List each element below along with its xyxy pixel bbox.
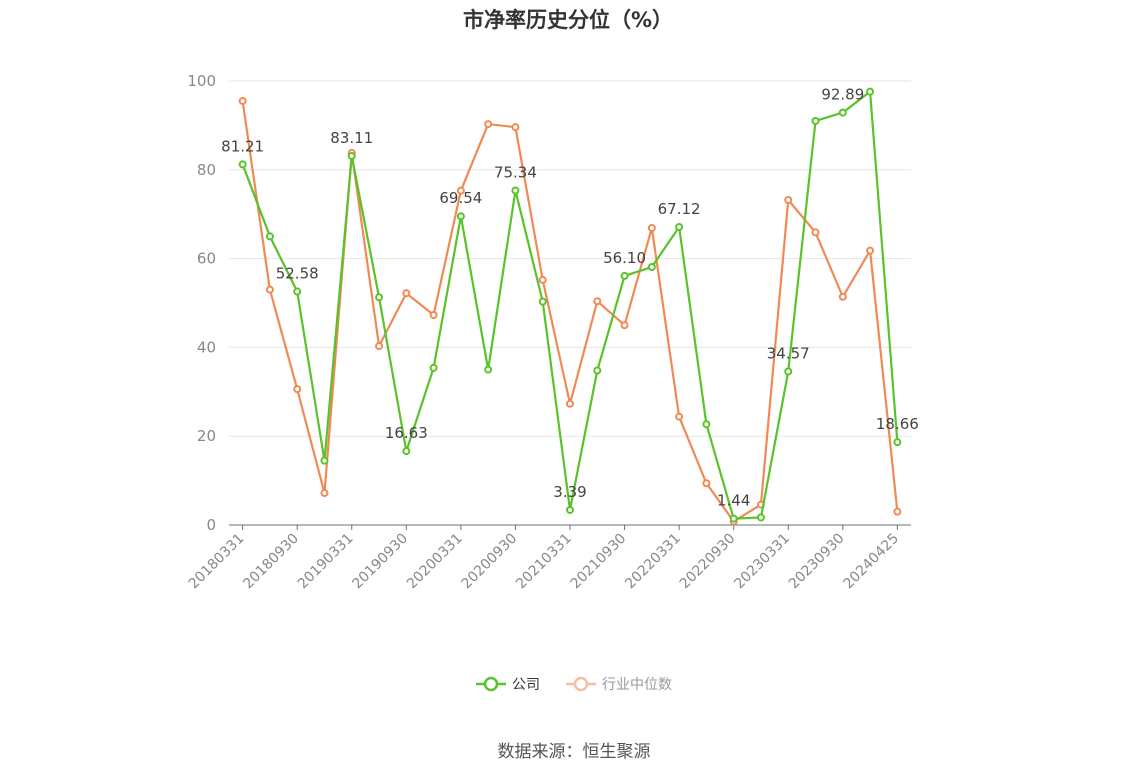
data-label: 18.66 [876, 415, 919, 433]
y-tick-label: 0 [206, 516, 216, 534]
data-label: 81.21 [221, 137, 264, 155]
x-tick-label: 20210930 [568, 531, 630, 593]
data-point [238, 160, 247, 169]
x-tick-label: 20240425 [840, 531, 902, 593]
legend: 公司 行业中位数 [0, 674, 1148, 694]
y-tick-label: 40 [197, 338, 216, 356]
data-point [429, 310, 438, 319]
x-tick-label: 20200930 [459, 531, 521, 593]
data-point [293, 287, 302, 296]
data-point [811, 116, 820, 125]
data-point [784, 195, 793, 204]
data-point [675, 222, 684, 231]
data-point [265, 285, 274, 294]
data-point [238, 96, 247, 105]
line-chart: 0 20 40 60 80 100 201803312018093020190331201… [186, 72, 919, 593]
data-point [647, 223, 656, 232]
x-tick-label: 20180331 [186, 531, 248, 593]
data-point [484, 365, 493, 374]
data-label: 92.89 [821, 86, 864, 104]
x-tick-label: 20230331 [731, 531, 793, 593]
data-point [593, 366, 602, 375]
legend-industry-marker-icon [566, 676, 596, 692]
data-label: 3.39 [553, 483, 586, 501]
data-point [375, 342, 384, 351]
data-label: 67.12 [658, 200, 701, 218]
data-label: 52.58 [276, 265, 319, 283]
data-point [320, 489, 329, 498]
data-label: 69.54 [439, 189, 482, 207]
data-point [566, 399, 574, 408]
y-tick-label: 20 [197, 427, 216, 445]
legend-label-industry-median: 行业中位数 [602, 677, 672, 693]
data-point [538, 275, 547, 284]
legend-item-company[interactable]: 公司 [476, 674, 540, 694]
data-point [729, 514, 738, 523]
data-labels: 81.21 52.58 83.11 16.63 69.54 75.34 3.39 56.10 6… [221, 86, 919, 510]
y-tick-label: 60 [197, 250, 216, 268]
y-axis: 0 20 40 60 80 100 [187, 72, 216, 534]
data-point [566, 505, 574, 514]
source-note: 数据来源：恒生聚源 [497, 742, 651, 762]
data-point [511, 123, 520, 132]
data-point [293, 385, 302, 394]
data-point [647, 263, 656, 272]
data-point [893, 507, 902, 516]
data-point [320, 456, 329, 465]
data-point [866, 87, 875, 96]
x-axis: 2018033120180930201903312019093020200331… [186, 524, 911, 593]
series-line [241, 100, 899, 523]
data-point [429, 363, 438, 372]
chart-title: 市净率历史分位（%） [462, 8, 674, 32]
data-point [456, 186, 465, 195]
legend-company-marker-icon [476, 676, 506, 692]
data-point [702, 420, 711, 429]
x-tick-label: 20200331 [404, 531, 466, 593]
data-point [375, 293, 384, 302]
x-tick-label: 20220331 [622, 531, 684, 593]
data-point [675, 412, 684, 421]
data-label: 16.63 [385, 424, 428, 442]
data-label: 75.34 [494, 163, 537, 181]
data-point [702, 479, 711, 488]
data-point [811, 228, 820, 237]
x-tick-label: 20230930 [786, 531, 848, 593]
data-point [538, 297, 547, 306]
x-tick-label: 20210331 [513, 531, 575, 593]
data-point [893, 438, 902, 447]
legend-label-company: 公司 [512, 677, 540, 693]
data-point [265, 232, 274, 241]
data-label: 1.44 [717, 492, 750, 510]
x-tick-label: 20220930 [677, 531, 739, 593]
data-label: 34.57 [767, 345, 810, 363]
series-line [241, 90, 899, 520]
y-tick-label: 80 [197, 161, 216, 179]
x-tick-label: 20180930 [240, 531, 302, 593]
data-point [620, 321, 629, 330]
data-point [838, 108, 847, 117]
data-label: 56.10 [603, 249, 646, 267]
data-point [484, 120, 493, 129]
data-point [620, 271, 629, 280]
data-point [838, 292, 847, 301]
data-point [402, 447, 411, 456]
data-point [784, 367, 793, 376]
data-point [402, 289, 411, 298]
data-point [511, 186, 520, 195]
y-tick-label: 100 [187, 72, 216, 90]
x-tick-label: 20190930 [349, 531, 411, 593]
x-tick-label: 20190331 [295, 531, 357, 593]
legend-item-industry-median[interactable]: 行业中位数 [566, 674, 672, 694]
data-label: 83.11 [330, 129, 373, 147]
data-point [756, 513, 765, 522]
data-point [456, 212, 465, 221]
data-point [866, 246, 875, 255]
data-point [347, 151, 356, 160]
data-point [593, 297, 602, 306]
series-layer [238, 87, 902, 526]
